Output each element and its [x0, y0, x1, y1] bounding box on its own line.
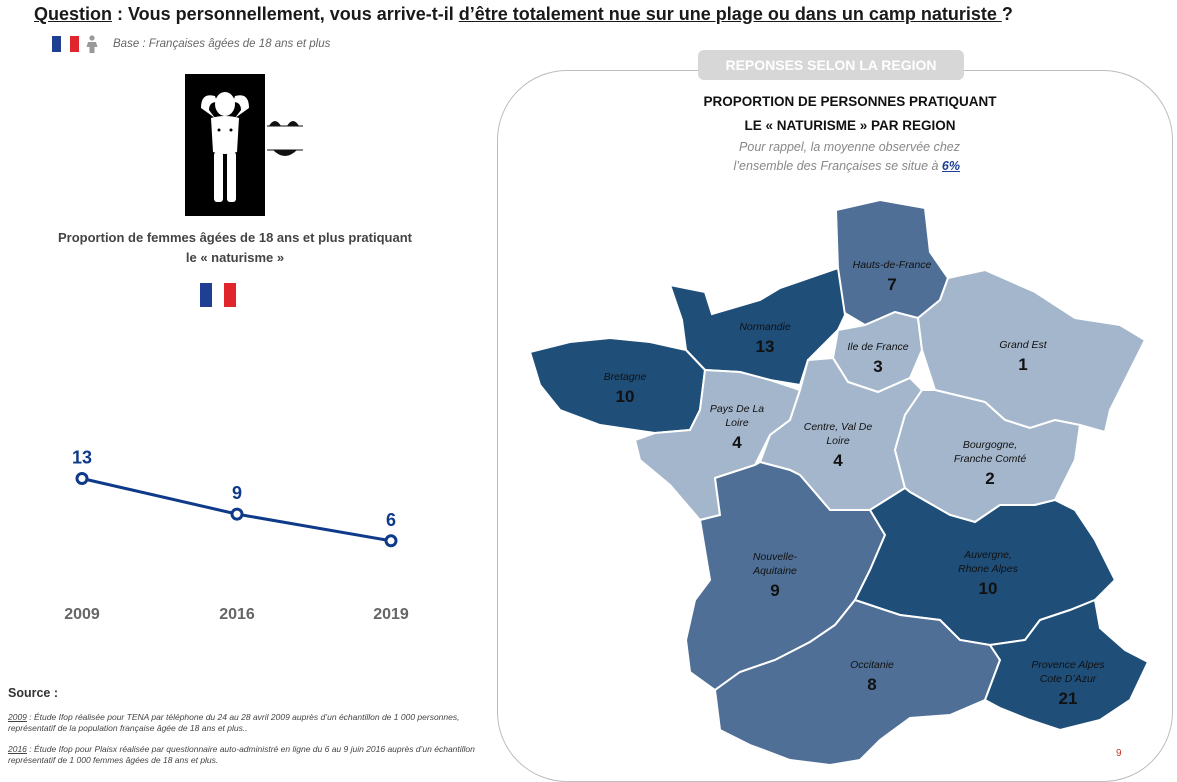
page-number: 9	[1116, 748, 1122, 759]
left-title-line1: Proportion de femmes âgées de 18 ans et …	[58, 230, 412, 245]
left-chart-title: Proportion de femmes âgées de 18 ans et …	[30, 228, 440, 268]
region-value: 3	[873, 357, 882, 376]
map-title-line2: LE « NATURISME » PAR REGION	[744, 118, 956, 133]
region-label: Centre, Val De	[804, 421, 873, 433]
question-header: Question : Vous personnellement, vous ar…	[34, 4, 1013, 25]
region-value: 21	[1059, 689, 1078, 708]
base-row: Base : Françaises âgées de 18 ans et plu…	[52, 34, 330, 54]
region-label: Rhone Alpes	[958, 563, 1018, 575]
region-label: Loire	[826, 435, 850, 447]
region-label: Occitanie	[850, 659, 894, 671]
map-note-text: l’ensemble des Françaises se situe à	[733, 159, 942, 173]
region-label: Grand Est	[999, 339, 1047, 351]
source-year: 2009	[8, 712, 27, 722]
region-value: 4	[833, 451, 843, 470]
region-value: 2	[985, 469, 994, 488]
x-tick-label: 2019	[373, 606, 409, 623]
data-point	[384, 534, 398, 548]
data-label: 6	[386, 510, 396, 530]
map-title-line1: PROPORTION DE PERSONNES PRATIQUANT	[703, 94, 997, 109]
data-label: 9	[232, 483, 242, 503]
region-value: 4	[732, 433, 742, 452]
source-note-2016: 2016 : Étude Ifop pour Plaisx réalisée p…	[8, 744, 498, 766]
question-end: ?	[1001, 4, 1013, 24]
nude-person-icon	[185, 74, 265, 216]
region-value: 1	[1018, 355, 1027, 374]
map-note-value: 6%	[941, 159, 960, 173]
region-label: Provence Alpes	[1031, 659, 1105, 671]
region-label: Aquitaine	[752, 565, 797, 577]
question-focus: d’être totalement nue sur une plage ou d…	[458, 4, 1002, 24]
x-tick-label: 2016	[219, 606, 255, 623]
source-text: : Étude Ifop pour Plaisx réalisée par qu…	[8, 744, 475, 765]
region-label: Cote D’Azur	[1040, 673, 1097, 685]
map-note-line1: Pour rappel, la moyenne observée chez	[739, 140, 960, 154]
region-label: Bretagne	[604, 371, 647, 383]
region-label: Normandie	[739, 321, 791, 333]
region-label: Ile de France	[847, 341, 908, 353]
region-label: Hauts-de-France	[853, 259, 932, 271]
question-label: Question	[34, 4, 113, 24]
region-label: Nouvelle-	[753, 551, 798, 563]
region-value: 10	[979, 579, 998, 598]
map-region-bre	[528, 336, 707, 435]
woman-icon	[86, 35, 98, 53]
france-flag-icon	[52, 36, 79, 52]
source-note-2009: 2009 : Étude Ifop réalisée pour TENA par…	[8, 712, 498, 734]
region-label: Bourgogne,	[963, 439, 1017, 451]
france-flag-icon	[200, 283, 236, 307]
base-text: Base : Françaises âgées de 18 ans et plu…	[113, 38, 331, 50]
bikini-icon	[267, 121, 303, 156]
region-label: Auvergne,	[963, 549, 1012, 561]
source-text: : Étude Ifop réalisée pour TENA par télé…	[8, 712, 460, 733]
panel-tab: REPONSES SELON LA REGION	[698, 50, 964, 80]
x-tick-label: 2009	[64, 606, 100, 623]
region-label: Loire	[725, 417, 749, 429]
map-note-line2: l’ensemble des Françaises se situe à 6%	[640, 159, 960, 173]
region-value: 13	[756, 337, 775, 356]
data-label: 13	[72, 448, 92, 468]
source-year: 2016	[8, 744, 27, 754]
region-label: Pays De La	[710, 403, 764, 415]
region-value: 10	[616, 387, 635, 406]
question-text: : Vous personnellement, vous arrive-t-il	[112, 4, 459, 24]
line-chart: 13 2009 9 2016 6 2019	[64, 448, 409, 624]
map-region-paca	[983, 598, 1150, 732]
data-point	[230, 507, 244, 521]
left-title-line2: le « naturisme »	[185, 250, 285, 265]
data-point	[75, 472, 89, 485]
region-label: Franche Comté	[954, 453, 1027, 465]
source-title: Source :	[8, 686, 59, 700]
region-value: 7	[887, 275, 896, 294]
region-value: 8	[867, 675, 876, 694]
region-value: 9	[770, 581, 779, 600]
